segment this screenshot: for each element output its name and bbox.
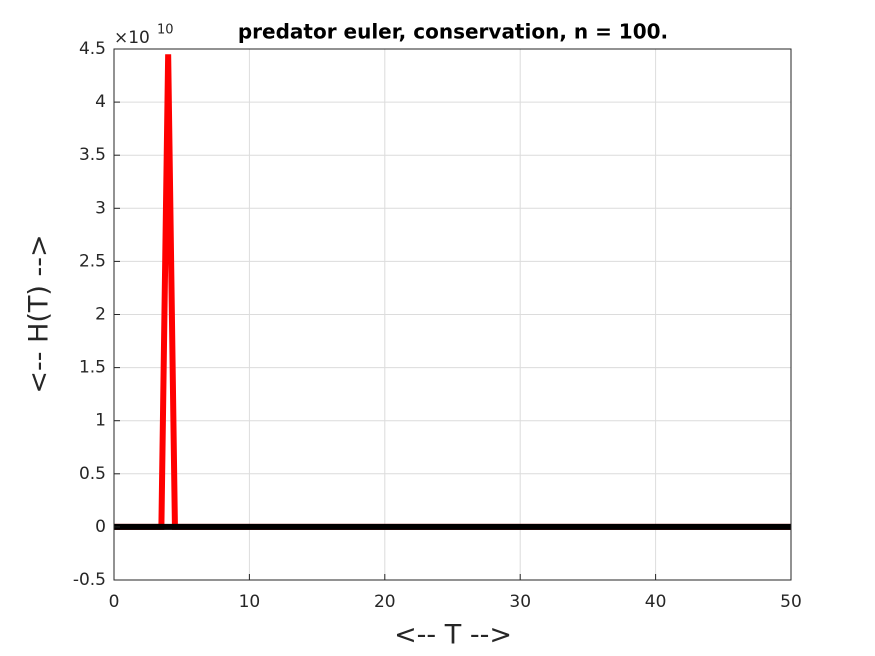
x-tick-label: 0 (109, 592, 120, 612)
y-tick-label: 2.5 (79, 251, 106, 271)
y-tick-label: 2 (95, 305, 106, 325)
x-tick-label: 50 (780, 592, 802, 612)
y-axis-label: <-- H(T) --> (24, 234, 55, 393)
y-tick-label: 0.5 (79, 464, 106, 484)
x-tick-label: 10 (239, 592, 261, 612)
x-tick-label: 30 (509, 592, 531, 612)
x-tick-label: 20 (374, 592, 396, 612)
y-tick-label: 3 (95, 198, 106, 218)
y-tick-label: 3.5 (79, 145, 106, 165)
x-axis-label: <-- T --> (394, 620, 512, 651)
chart-title: predator euler, conservation, n = 100. (238, 20, 668, 44)
plot (114, 54, 791, 530)
y-tick-label: -0.5 (73, 570, 106, 590)
x-tick-label: 40 (645, 592, 667, 612)
y-multiplier-base: ×10 (114, 28, 150, 48)
y-tick-label: 4 (95, 92, 106, 112)
y-tick-label: 1.5 (79, 358, 106, 378)
y-tick-label: 0 (95, 517, 106, 537)
y-tick-label: 1 (95, 411, 106, 431)
y-tick-label: 4.5 (79, 39, 106, 59)
y-multiplier-exponent: 10 (157, 23, 174, 38)
